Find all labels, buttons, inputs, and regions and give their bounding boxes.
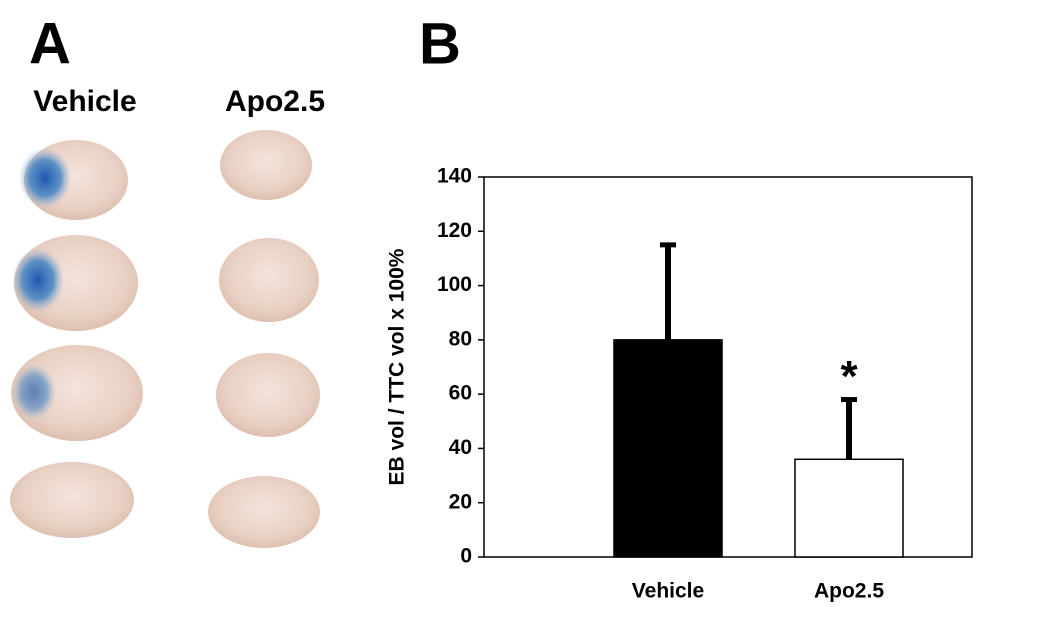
column-label: Apo2.5 — [225, 85, 325, 118]
brain-slices — [10, 130, 320, 548]
y-tick-label: 60 — [449, 382, 472, 405]
panel-label: A — [29, 11, 71, 76]
annotation: * — [840, 352, 858, 401]
panel-label: B — [419, 11, 461, 76]
plot-frame — [483, 176, 973, 558]
y-tick-label: 20 — [449, 490, 472, 513]
x-tick-label: Vehicle — [632, 580, 704, 603]
bar — [794, 458, 904, 558]
y-axis-label: EB vol / TTC vol x 100% — [386, 248, 409, 485]
x-tick-label: Apo2.5 — [814, 580, 884, 603]
column-label: Vehicle — [33, 85, 136, 118]
y-tick-label: 40 — [449, 436, 472, 459]
bar — [613, 339, 723, 558]
y-tick-label: 100 — [437, 273, 472, 296]
y-tick-label: 120 — [437, 219, 472, 242]
y-tick-label: 80 — [449, 327, 472, 350]
y-tick-label: 0 — [460, 545, 472, 568]
y-tick-label: 140 — [437, 165, 472, 188]
